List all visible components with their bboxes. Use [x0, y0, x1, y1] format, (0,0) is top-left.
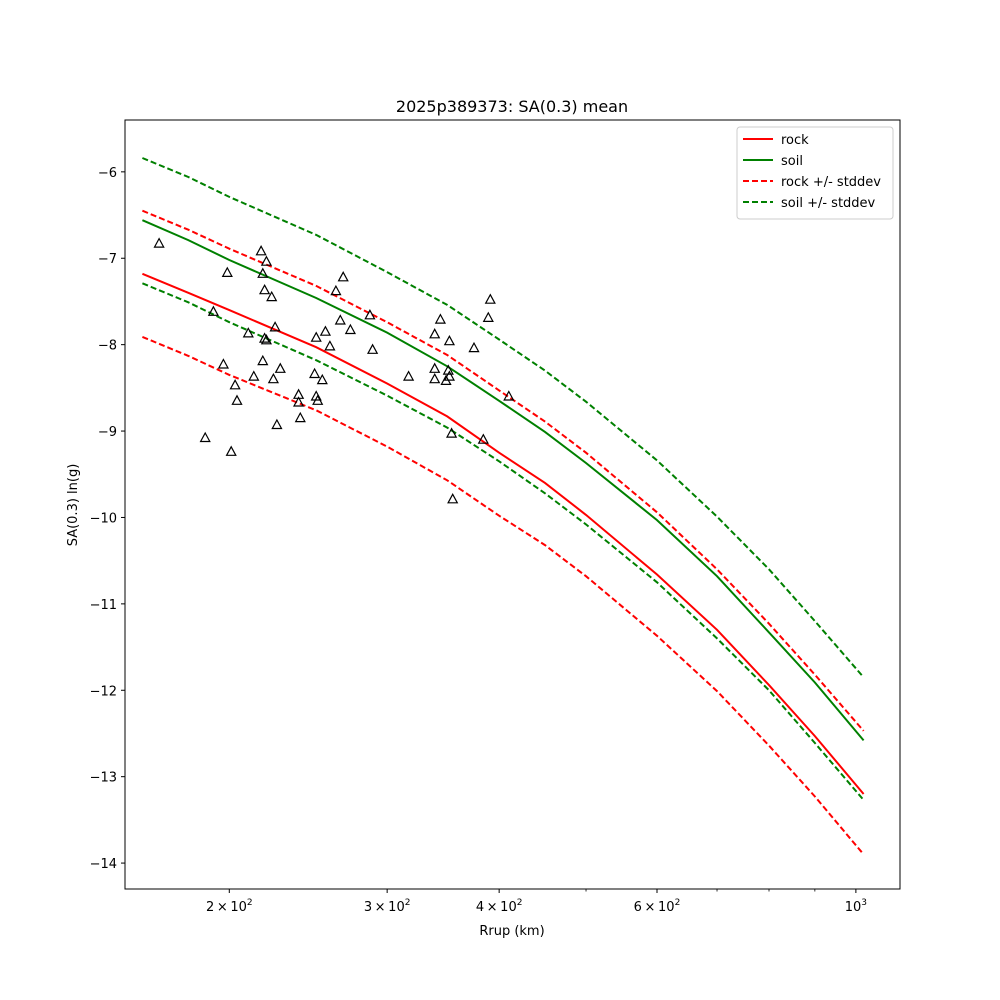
observation-marker-33	[334, 314, 346, 325]
observation-marker-32	[330, 284, 342, 296]
axes: −6 −7 −8 −9 −10 −11 −12 −13 −14 2 × 102 3 × 102 4 ×…	[90, 119, 901, 915]
plot-area	[142, 157, 865, 856]
legend-box	[736, 126, 894, 220]
observation-marker-49	[468, 341, 480, 353]
observation-marker-9	[248, 370, 260, 381]
y-tick-label-7: −13	[90, 771, 117, 786]
y-tick-label-2: −8	[98, 339, 117, 354]
observation-marker-6	[229, 379, 241, 390]
x-tick-label-2: 4 × 102	[476, 898, 523, 915]
observation-marker-3	[217, 358, 230, 369]
x-tick-label-1: 3 × 102	[364, 898, 411, 915]
observation-marker-48	[447, 493, 459, 504]
observation-marker-36	[364, 309, 376, 320]
observation-marker-0	[153, 237, 165, 248]
series-line-1	[142, 219, 865, 742]
x-tick-label-4: 103	[845, 898, 867, 915]
x-tick-label-3: 6 × 102	[634, 898, 681, 915]
observation-marker-25	[308, 367, 321, 379]
observation-points	[153, 237, 515, 504]
y-tick-label-5: −11	[90, 598, 117, 613]
observation-marker-34	[337, 271, 349, 282]
observation-marker-41	[429, 372, 441, 384]
observation-marker-4	[221, 266, 233, 277]
observation-marker-40	[429, 362, 441, 373]
observation-marker-53	[503, 390, 515, 401]
observation-marker-46	[443, 370, 456, 381]
observation-marker-14	[258, 332, 271, 343]
observation-marker-52	[484, 293, 496, 304]
y-tick-label-4: −10	[90, 511, 117, 526]
observation-marker-15	[260, 334, 273, 345]
observation-marker-10	[255, 245, 267, 256]
x-axis-label: Rrup (km)	[479, 924, 544, 939]
observation-marker-7	[231, 394, 243, 405]
x-tick-label-0: 2 × 102	[206, 898, 253, 915]
observation-marker-17	[266, 290, 278, 302]
observation-marker-18	[269, 321, 281, 332]
observation-marker-27	[310, 390, 322, 401]
observation-marker-2	[207, 305, 220, 316]
observation-marker-44	[443, 334, 456, 346]
legend-label-2: rock +/- stddev	[781, 175, 881, 190]
observation-marker-31	[324, 340, 336, 351]
y-tick-label-8: −14	[90, 857, 117, 872]
observation-marker-19	[267, 372, 280, 384]
series-line-2	[142, 209, 865, 732]
observation-marker-51	[482, 311, 494, 322]
observation-marker-50	[477, 433, 489, 444]
observation-marker-42	[434, 313, 447, 324]
observation-marker-39	[429, 328, 441, 339]
y-tick-label-1: −7	[98, 252, 117, 267]
observation-marker-24	[294, 411, 306, 423]
y-tick-label-6: −12	[90, 684, 117, 699]
observation-marker-11	[257, 267, 269, 278]
observation-marker-28	[312, 394, 324, 405]
observation-marker-8	[242, 327, 254, 338]
observation-marker-29	[316, 373, 328, 385]
series-line-4	[142, 157, 865, 678]
y-axis-label: SA(0.3) ln(g)	[66, 464, 81, 547]
observation-marker-20	[271, 418, 283, 430]
legend-label-3: soil +/- stddev	[781, 196, 876, 211]
observation-marker-30	[319, 325, 332, 336]
observation-marker-21	[274, 362, 286, 373]
observation-marker-12	[257, 354, 269, 366]
observation-marker-37	[366, 343, 379, 354]
observation-marker-47	[445, 427, 458, 438]
y-tick-label-3: −9	[98, 425, 117, 440]
y-tick-label-0: −6	[98, 166, 117, 181]
observation-marker-16	[260, 255, 273, 266]
observation-marker-26	[310, 331, 322, 342]
observation-marker-13	[258, 283, 271, 295]
chart-title: 2025p389373: SA(0.3) mean	[396, 97, 628, 116]
series-line-0	[142, 272, 865, 795]
observation-marker-1	[199, 431, 211, 443]
legend-label-0: rock	[781, 133, 809, 148]
observation-marker-35	[344, 323, 357, 335]
axes-frame	[124, 119, 901, 890]
observation-marker-5	[225, 445, 237, 456]
legend-label-1: soil	[781, 154, 803, 169]
observation-marker-23	[292, 396, 305, 407]
observation-marker-38	[402, 370, 415, 381]
legend: rock soil rock +/- stddev soil +/- stddev	[736, 126, 894, 220]
series-line-5	[142, 282, 865, 801]
series-line-3	[142, 335, 865, 856]
